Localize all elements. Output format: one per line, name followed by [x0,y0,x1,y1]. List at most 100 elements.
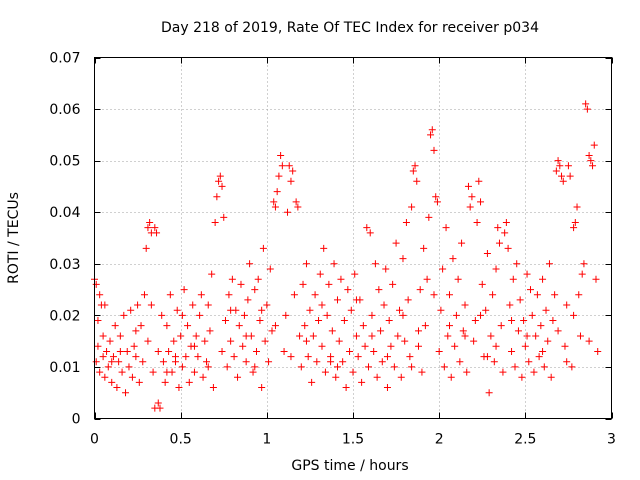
data-point [163,368,171,376]
data-point [477,198,485,206]
data-point [432,193,440,201]
data-point [182,353,190,361]
data-point [337,275,345,283]
y-tick-label: 0.01 [49,360,80,376]
data-point [320,244,328,252]
data-point [459,327,467,335]
data-point [499,368,507,376]
data-point [408,363,416,371]
data-point [123,347,131,355]
data-point [390,363,398,371]
data-point [551,291,559,299]
data-point [402,219,410,227]
data-point [120,311,128,319]
data-point [239,342,247,350]
data-point [223,363,231,371]
data-point [437,306,445,314]
data-point [482,306,490,314]
x-tick-label: 0.5 [170,432,192,448]
y-tick-labels: 0 0.01 0.02 0.03 0.04 0.05 0.06 0.07 [49,51,80,428]
x-tick-label: 1 [262,432,271,448]
data-point [256,317,264,325]
data-point [206,327,214,335]
data-point [359,322,367,330]
data-point [501,229,509,237]
data-point [587,157,595,165]
data-point [227,306,235,314]
data-point [220,213,228,221]
data-point [139,358,147,366]
data-point [254,275,262,283]
data-point [209,384,217,392]
data-point [104,363,112,371]
data-point [352,296,360,304]
data-point [144,337,152,345]
data-point [342,384,350,392]
data-point [252,347,260,355]
y-tick-label: 0.06 [49,102,80,118]
data-point [109,353,117,361]
y-tick-label: 0.04 [49,205,80,221]
data-point [576,332,584,340]
data-point [325,280,333,288]
data-point [433,198,441,206]
data-point [318,301,326,309]
data-point [354,353,362,361]
data-point [94,342,102,350]
data-point [213,193,221,201]
data-point [454,275,462,283]
x-tick-label: 1.5 [342,432,364,448]
data-point [421,322,429,330]
data-point [461,332,469,340]
data-point [383,384,391,392]
data-point [542,306,550,314]
data-point [280,347,288,355]
data-point [175,384,183,392]
data-point [132,353,140,361]
data-point [423,275,431,283]
data-point [535,353,543,361]
data-point [285,162,293,170]
data-point [449,255,457,263]
data-point [373,373,381,381]
data-point [475,177,483,185]
data-point [483,249,491,257]
data-point [296,332,304,340]
data-point [514,327,522,335]
data-point [389,280,397,288]
data-point [528,311,536,319]
data-point [563,301,571,309]
data-point [127,306,135,314]
data-point [520,317,528,325]
data-point [428,126,436,134]
data-point [408,203,416,211]
data-point [284,208,292,216]
data-point [409,167,417,175]
data-point [523,332,531,340]
data-point [442,224,450,232]
data-point [513,260,521,268]
data-point [230,353,238,361]
grid-lines [94,57,612,419]
data-point [414,342,422,350]
data-point [570,311,578,319]
data-point [184,322,192,330]
data-point [456,358,464,366]
data-point [203,358,211,366]
data-point [420,244,428,252]
data-point [525,358,533,366]
data-point [347,306,355,314]
data-point [411,162,419,170]
data-point [477,311,485,319]
data-point [330,260,338,268]
data-point [397,373,405,381]
data-point [466,203,474,211]
data-point [309,332,317,340]
data-point [258,306,266,314]
data-point [365,363,373,371]
data-point [99,353,107,361]
data-point [580,260,588,268]
data-point [544,337,552,345]
data-point [142,244,150,252]
data-point [259,244,267,252]
